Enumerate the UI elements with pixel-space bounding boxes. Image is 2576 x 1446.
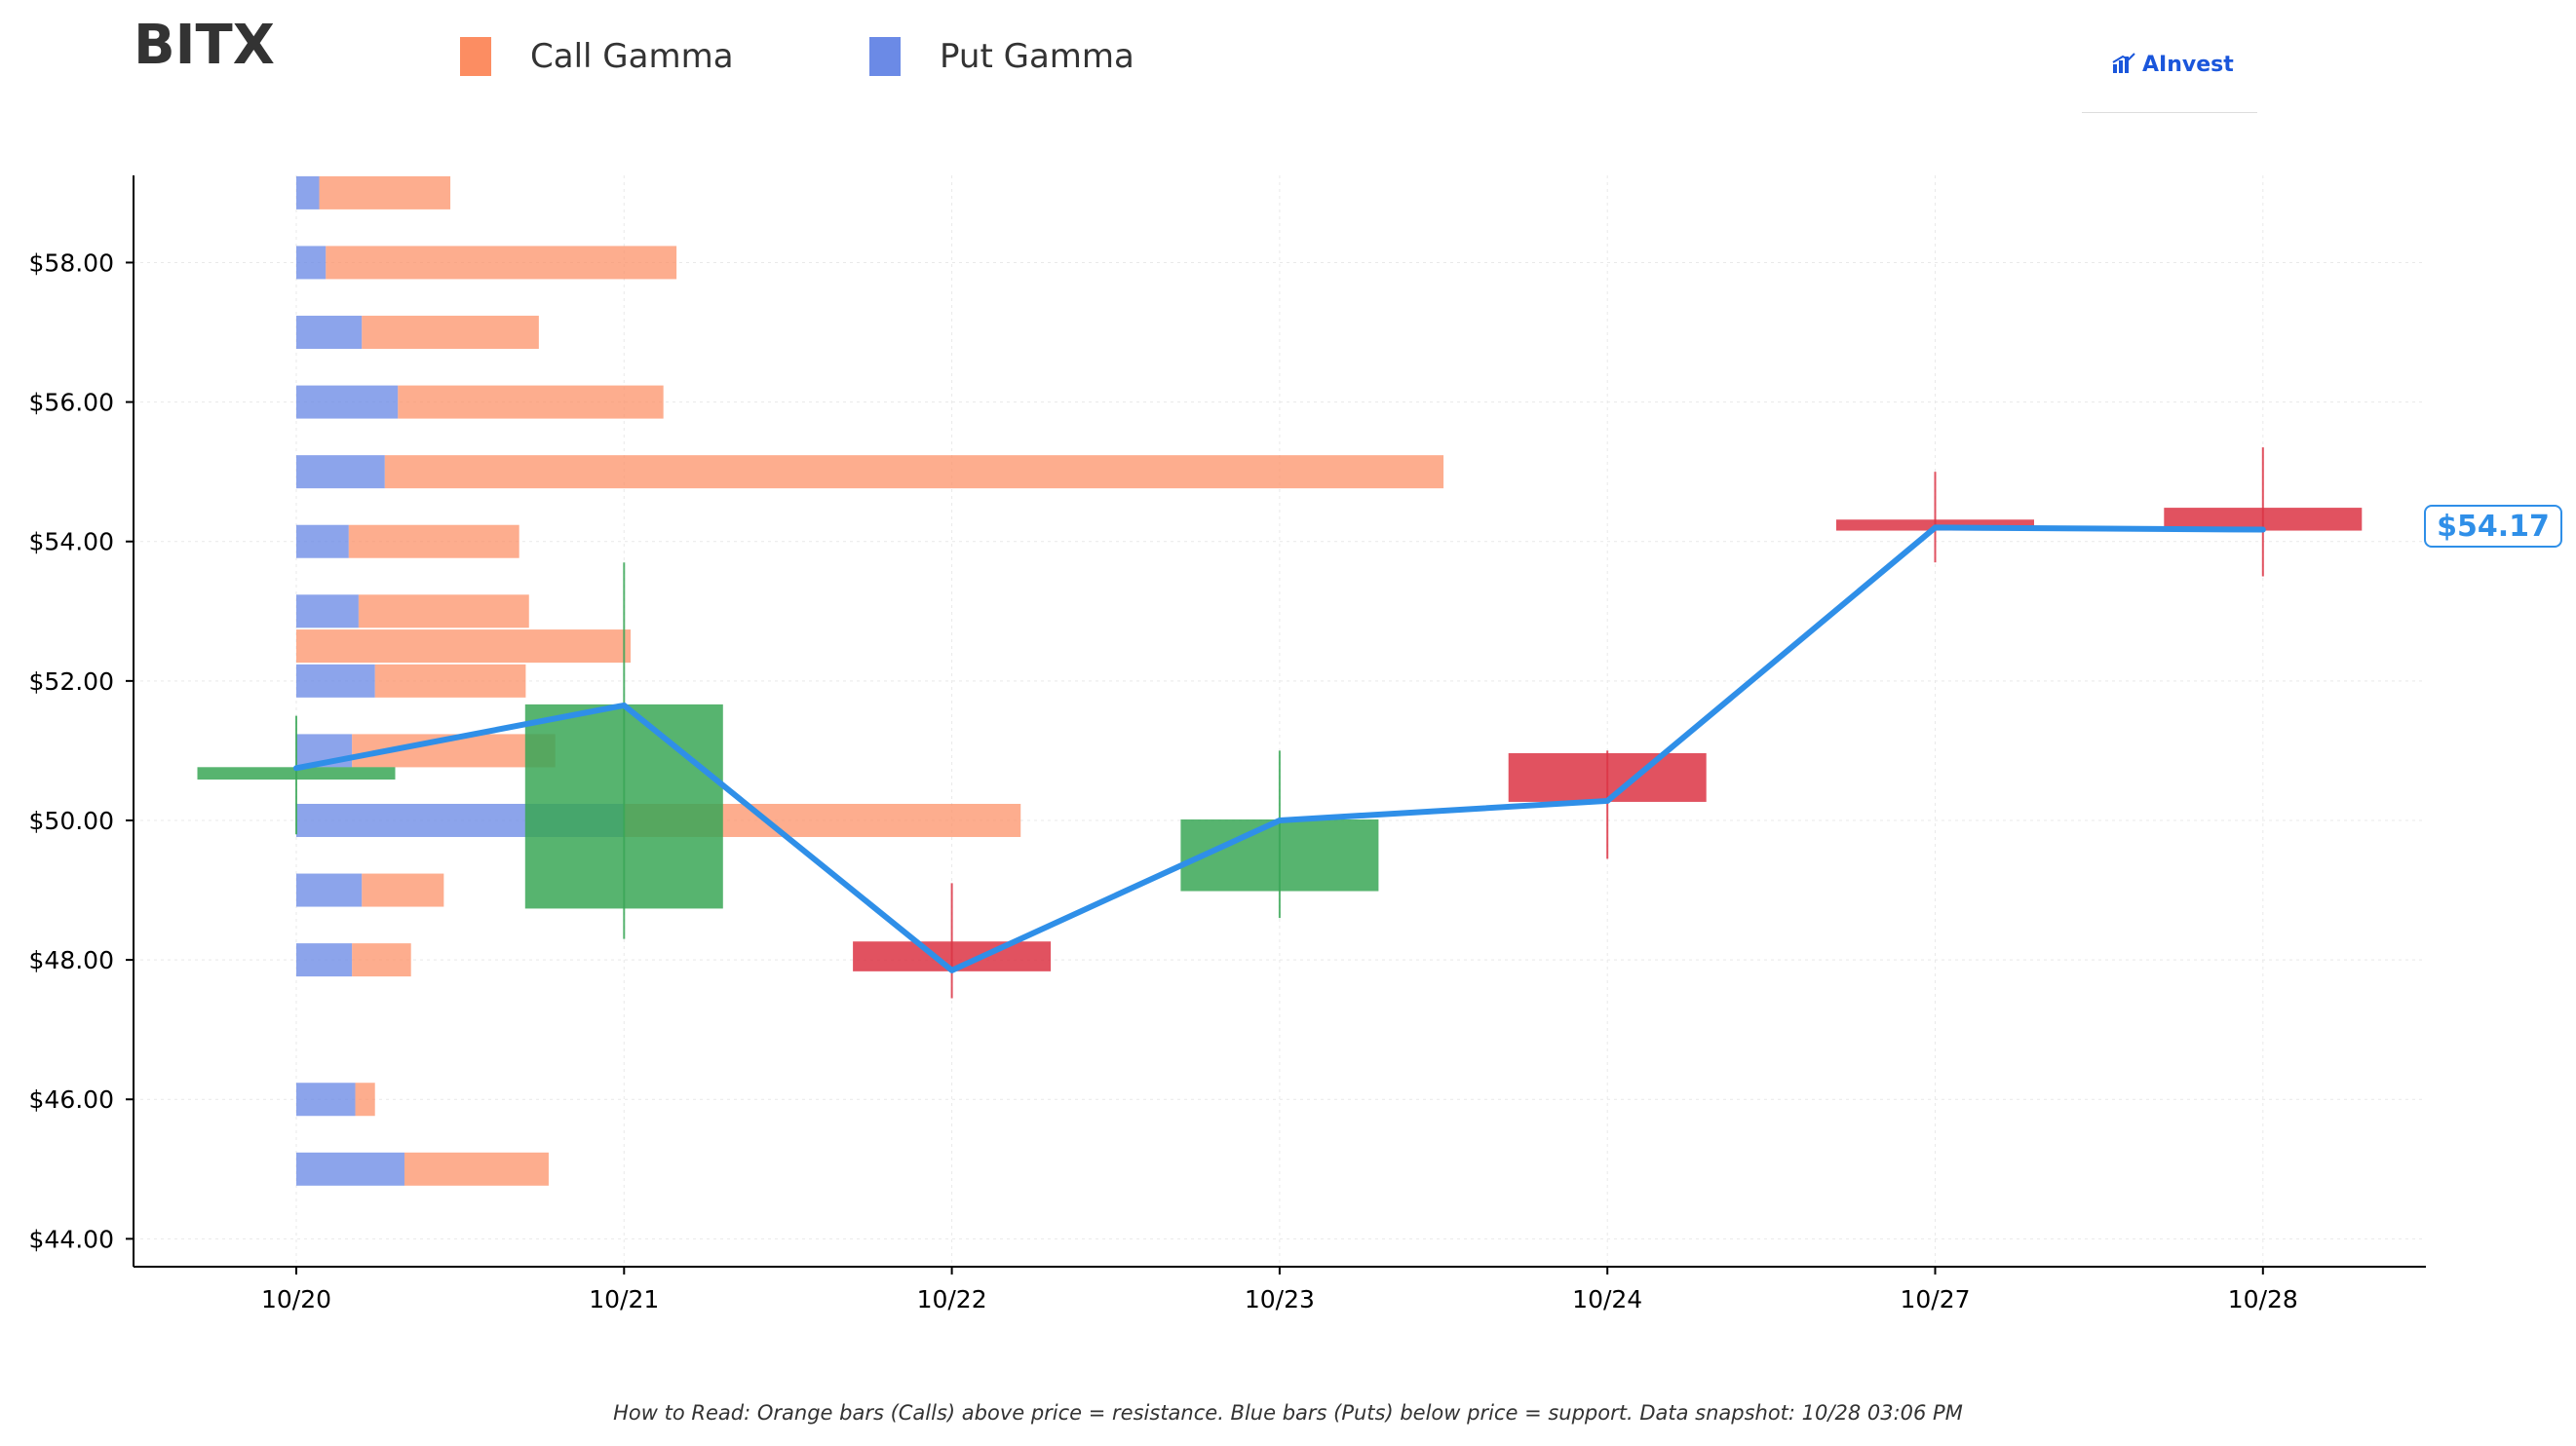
call-gamma-bar bbox=[319, 175, 451, 209]
put-gamma-bar bbox=[296, 664, 375, 698]
ainvest-logo-icon bbox=[2112, 53, 2135, 73]
y-axis-ticks: $44.00 $46.00 $48.00 $50.00 $52.00 $54.00 $56.… bbox=[29, 248, 134, 1253]
y-tick-label: $52.00 bbox=[29, 667, 114, 696]
close-price-line bbox=[293, 524, 2266, 973]
put-gamma-swatch bbox=[869, 37, 901, 76]
x-tick-label: 10/20 bbox=[261, 1285, 331, 1313]
legend-call-label: Call Gamma bbox=[530, 37, 734, 76]
put-gamma-bar bbox=[296, 873, 363, 907]
price-line bbox=[293, 524, 2266, 973]
x-tick-label: 10/24 bbox=[1572, 1285, 1642, 1313]
footnote: How to Read: Orange bars (Calls) above p… bbox=[613, 1401, 1963, 1425]
candle-body bbox=[1180, 818, 1379, 892]
put-gamma-bar bbox=[296, 594, 359, 628]
x-tick-label: 10/27 bbox=[1900, 1285, 1970, 1313]
put-gamma-bar bbox=[296, 246, 327, 280]
candle-body bbox=[853, 941, 1052, 971]
put-gamma-bar bbox=[296, 316, 363, 350]
put-gamma-bar bbox=[296, 524, 349, 558]
y-tick-label: $54.00 bbox=[29, 528, 114, 556]
legend-put-gamma: Put Gamma bbox=[869, 37, 1134, 76]
call-gamma-bar bbox=[296, 629, 632, 664]
call-gamma-bar bbox=[384, 455, 1444, 489]
call-gamma-bar bbox=[348, 524, 519, 558]
put-gamma-bar bbox=[296, 943, 353, 977]
put-gamma-bar bbox=[296, 1152, 404, 1186]
ainvest-logo[interactable]: AInvest bbox=[2082, 39, 2257, 113]
call-gamma-bar bbox=[355, 1083, 375, 1117]
y-tick-label: $58.00 bbox=[29, 248, 114, 277]
x-tick-label: 10/28 bbox=[2228, 1285, 2298, 1313]
call-gamma-bar bbox=[398, 385, 664, 419]
legend-put-label: Put Gamma bbox=[940, 37, 1134, 76]
gamma-price-chart: $44.00 $46.00 $48.00 $50.00 $52.00 $54.00 $56.… bbox=[29, 175, 2426, 1313]
call-gamma-bar bbox=[358, 594, 529, 628]
call-gamma-bar bbox=[404, 1152, 549, 1186]
call-gamma-bar bbox=[352, 943, 411, 977]
y-tick-label: $48.00 bbox=[29, 946, 114, 974]
current-price-badge: $54.17 bbox=[2424, 505, 2562, 548]
put-gamma-bar bbox=[296, 385, 399, 419]
x-axis-ticks: 10/20 10/21 10/22 10/23 10/24 10/27 10/28 bbox=[261, 1267, 2298, 1313]
gamma-bars bbox=[296, 175, 1444, 1186]
call-gamma-bar bbox=[374, 664, 526, 698]
call-gamma-bar bbox=[326, 246, 677, 280]
put-gamma-bar bbox=[296, 1083, 356, 1117]
call-gamma-bar bbox=[362, 873, 444, 907]
put-gamma-bar bbox=[296, 455, 385, 489]
x-tick-label: 10/22 bbox=[917, 1285, 987, 1313]
x-tick-label: 10/23 bbox=[1245, 1285, 1315, 1313]
y-tick-label: $46.00 bbox=[29, 1085, 114, 1114]
candle-body bbox=[524, 704, 723, 909]
call-gamma-swatch bbox=[460, 37, 491, 76]
y-tick-label: $50.00 bbox=[29, 807, 114, 835]
put-gamma-bar bbox=[296, 175, 320, 209]
x-tick-label: 10/21 bbox=[589, 1285, 659, 1313]
logo-text: AInvest bbox=[2142, 53, 2234, 77]
call-gamma-bar bbox=[362, 316, 539, 350]
candle-body bbox=[1508, 752, 1707, 802]
legend-call-gamma: Call Gamma bbox=[460, 37, 734, 76]
y-tick-label: $56.00 bbox=[29, 389, 114, 417]
y-tick-label: $44.00 bbox=[29, 1225, 114, 1253]
ticker-title: BITX bbox=[134, 14, 275, 77]
